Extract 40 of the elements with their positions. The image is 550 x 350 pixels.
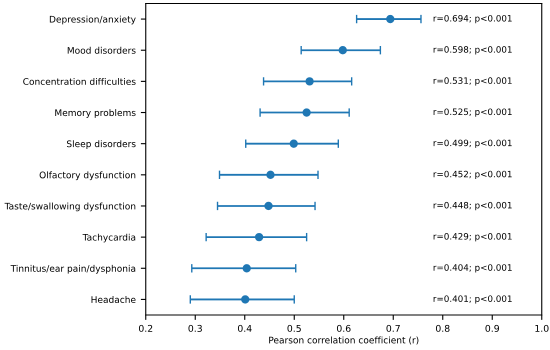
- point: [290, 140, 298, 148]
- annotation: r=0.598; p<0.001: [434, 46, 512, 54]
- point: [264, 202, 273, 210]
- point: [386, 14, 394, 24]
- x-tick-label: 0.4: [238, 324, 252, 332]
- x-tick-label: 0.9: [485, 324, 499, 332]
- y-tick-label: Olfactory dysfunction: [40, 171, 136, 180]
- x-tick-label: 0.2: [138, 324, 152, 332]
- annotation: r=0.404; p<0.001: [434, 264, 512, 273]
- annotation: r=0.499; p<0.001: [434, 140, 512, 148]
- x-axis-title: Pearson correlation coefficient (r): [269, 336, 418, 345]
- point: [338, 46, 347, 54]
- x-tick-label: 0.5: [287, 324, 301, 332]
- y-tick-label: Headache: [92, 296, 136, 303]
- annotation: r=0.452; p<0.001: [434, 170, 512, 180]
- annotation: r=0.531; p<0.001: [434, 77, 512, 86]
- point: [242, 264, 251, 272]
- y-tick-label: Tinnitus/ear pain/dysphonia: [10, 264, 136, 274]
- y-tick-label: Mood disorders: [68, 46, 136, 54]
- x-tick-label: 0.6: [336, 324, 351, 332]
- y-tick-label: Concentration difficulties: [23, 78, 136, 85]
- y-tick-label: Tachycardia: [82, 234, 136, 242]
- point: [305, 77, 314, 86]
- point: [266, 170, 275, 179]
- point: [302, 108, 311, 117]
- y-tick-label: Memory problems: [55, 109, 136, 118]
- y-tick-label: Depression/anxiety: [50, 16, 136, 24]
- point: [254, 232, 264, 242]
- x-tick-label: 0.7: [386, 324, 400, 332]
- x-tick-label: 0.8: [436, 324, 450, 332]
- annotation: r=0.525; p<0.001: [434, 108, 512, 117]
- annotation: r=0.694; p<0.001: [434, 14, 512, 24]
- y-tick-label: Taste/swallowing dysfunction: [4, 202, 136, 212]
- y-tick-label: Sleep disorders: [66, 140, 136, 149]
- point: [241, 295, 250, 304]
- annotation: r=0.448; p<0.001: [434, 202, 512, 210]
- x-tick-label: 0.3: [188, 324, 202, 332]
- annotation: r=0.429; p<0.001: [434, 233, 512, 242]
- annotation: r=0.401; p<0.001: [434, 295, 512, 304]
- x-tick-label: 1.0: [535, 324, 549, 332]
